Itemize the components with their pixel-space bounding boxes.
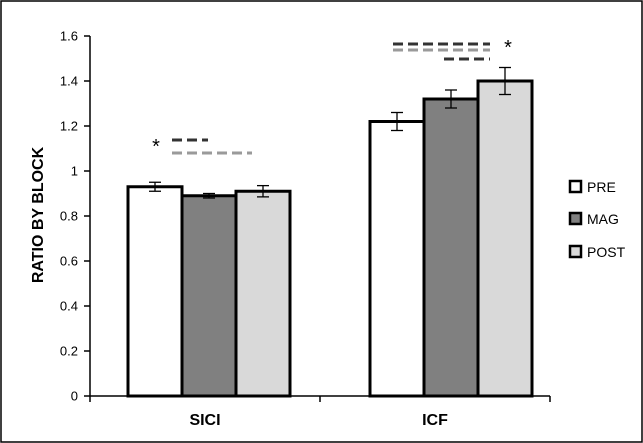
- bar-sici-pre: [126, 185, 184, 398]
- legend-item-mag: MAG: [568, 211, 619, 227]
- significance-star-icf: *: [504, 37, 512, 59]
- legend-item-pre: PRE: [568, 179, 616, 195]
- y-tick-label-1: 0.2: [60, 344, 78, 359]
- bar-sici-post: [234, 189, 292, 398]
- legend-item-post: POST: [568, 244, 626, 260]
- y-tick-label-3: 0.6: [60, 254, 78, 269]
- y-tick-label-7: 1.4: [60, 74, 78, 89]
- bar-icf-post: [476, 79, 534, 398]
- y-tick-label-2: 0.4: [60, 299, 78, 314]
- y-tick-label-4: 0.8: [60, 209, 78, 224]
- y-tick-label-0: 0: [71, 389, 78, 404]
- bars-group: [126, 66, 534, 398]
- category-label-icf: ICF: [422, 412, 448, 429]
- significance-annotations: * *: [152, 37, 512, 158]
- legend-label-pre: PRE: [587, 179, 616, 195]
- legend-label-mag: MAG: [587, 211, 619, 227]
- bar-sici-mag: [180, 194, 238, 398]
- bar-icf-pre: [368, 120, 426, 398]
- legend-swatch-post: [568, 244, 583, 259]
- y-tick-label-8: 1.6: [60, 29, 78, 44]
- y-tick-label-6: 1.2: [60, 119, 78, 134]
- legend-label-post: POST: [587, 244, 626, 260]
- axes: [89, 36, 551, 402]
- legend-swatch-mag: [568, 211, 583, 226]
- significance-star-sici: *: [152, 136, 160, 158]
- y-axis-ticks: 0 0.2 0.4 0.6 0.8 1 1.2 1.4 1.6: [60, 29, 90, 404]
- y-axis-title: RATIO BY BLOCK: [30, 146, 47, 283]
- category-label-sici: SICI: [189, 412, 220, 429]
- legend-swatch-pre: [568, 179, 583, 194]
- y-tick-label-5: 1: [71, 164, 78, 179]
- bar-icf-mag: [422, 97, 480, 398]
- legend: PRE MAG POST: [568, 179, 626, 260]
